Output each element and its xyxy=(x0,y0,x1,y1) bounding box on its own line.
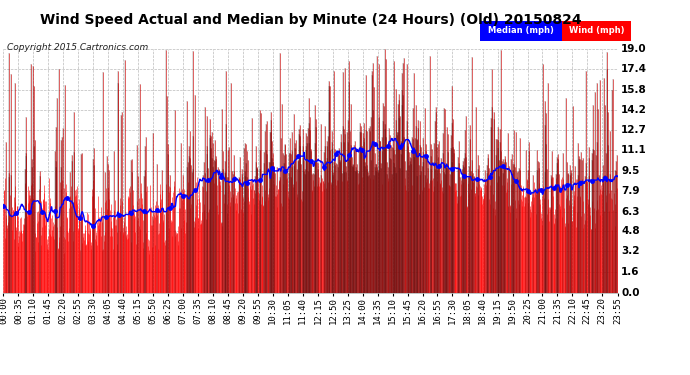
Text: 3.2: 3.2 xyxy=(621,246,640,256)
Text: 14.2: 14.2 xyxy=(621,105,647,116)
Text: 6.3: 6.3 xyxy=(621,207,640,217)
Text: 9.5: 9.5 xyxy=(621,166,640,176)
Text: Wind (mph): Wind (mph) xyxy=(569,26,624,36)
Text: 11.1: 11.1 xyxy=(621,145,647,155)
Text: Copyright 2015 Cartronics.com: Copyright 2015 Cartronics.com xyxy=(7,43,148,52)
Text: 15.8: 15.8 xyxy=(621,85,647,95)
Text: 1.6: 1.6 xyxy=(621,267,640,277)
Text: Median (mph): Median (mph) xyxy=(488,26,554,36)
Text: 12.7: 12.7 xyxy=(621,124,647,135)
Text: 7.9: 7.9 xyxy=(621,186,640,196)
Text: 17.4: 17.4 xyxy=(621,64,647,74)
Text: 4.8: 4.8 xyxy=(621,226,640,236)
Text: 19.0: 19.0 xyxy=(621,44,647,54)
Text: 0.0: 0.0 xyxy=(621,288,640,297)
Text: Wind Speed Actual and Median by Minute (24 Hours) (Old) 20150824: Wind Speed Actual and Median by Minute (… xyxy=(40,13,581,27)
